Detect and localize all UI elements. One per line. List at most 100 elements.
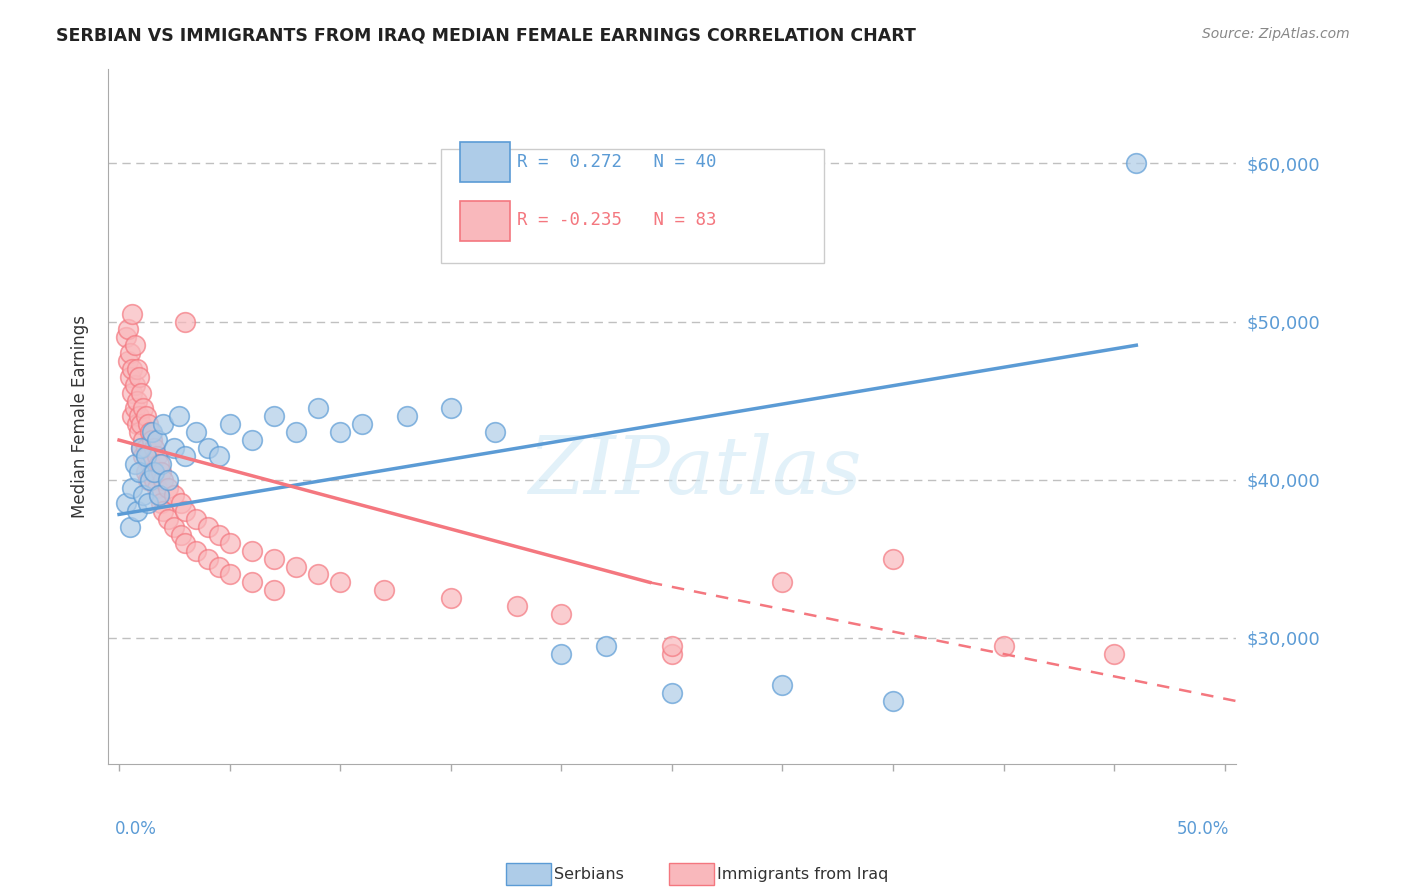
Point: [263, 583, 285, 598]
Point: [484, 425, 506, 440]
Point: [128, 369, 150, 384]
Point: [121, 409, 143, 424]
Point: [352, 417, 374, 432]
Point: [186, 512, 208, 526]
Point: [132, 449, 155, 463]
Point: [218, 417, 240, 432]
Point: [661, 647, 683, 661]
Point: [772, 678, 794, 692]
Point: [307, 567, 329, 582]
Point: [139, 457, 162, 471]
Text: Source: ZipAtlas.com: Source: ZipAtlas.com: [1202, 27, 1350, 41]
Point: [120, 369, 142, 384]
Point: [197, 551, 219, 566]
Point: [174, 504, 197, 518]
Point: [772, 575, 794, 590]
Point: [124, 338, 146, 352]
Point: [141, 425, 163, 440]
Point: [139, 425, 162, 440]
Point: [129, 441, 152, 455]
Point: [156, 481, 179, 495]
Point: [148, 457, 170, 471]
Point: [882, 551, 904, 566]
Point: [307, 401, 329, 416]
Point: [135, 409, 157, 424]
Point: [174, 314, 197, 328]
Point: [197, 520, 219, 534]
Point: [163, 520, 186, 534]
Point: [218, 536, 240, 550]
Point: [124, 457, 146, 471]
Point: [136, 417, 159, 432]
Point: [150, 465, 173, 479]
FancyBboxPatch shape: [460, 201, 509, 241]
Point: [156, 512, 179, 526]
Point: [329, 425, 352, 440]
Point: [150, 496, 173, 510]
Point: [121, 307, 143, 321]
FancyBboxPatch shape: [460, 142, 509, 182]
Point: [143, 465, 166, 479]
Point: [114, 330, 136, 344]
Point: [395, 409, 418, 424]
Point: [120, 346, 142, 360]
Point: [135, 449, 157, 463]
Text: R = -0.235   N = 83: R = -0.235 N = 83: [517, 211, 717, 229]
Point: [1125, 156, 1147, 170]
Point: [125, 393, 148, 408]
Point: [661, 686, 683, 700]
Point: [139, 473, 162, 487]
Point: [167, 409, 190, 424]
Point: [163, 441, 186, 455]
Point: [882, 694, 904, 708]
Point: [132, 433, 155, 447]
Point: [143, 473, 166, 487]
Point: [373, 583, 395, 598]
Point: [329, 575, 352, 590]
Point: [150, 457, 173, 471]
Point: [121, 362, 143, 376]
Point: [136, 496, 159, 510]
Point: [136, 473, 159, 487]
Point: [170, 496, 193, 510]
Point: [129, 417, 152, 432]
Point: [145, 433, 167, 447]
Point: [550, 607, 572, 621]
Point: [125, 504, 148, 518]
Point: [1102, 647, 1125, 661]
Point: [148, 488, 170, 502]
Point: [145, 481, 167, 495]
Point: [263, 551, 285, 566]
Point: [136, 449, 159, 463]
Point: [128, 465, 150, 479]
Text: R =  0.272   N = 40: R = 0.272 N = 40: [517, 153, 717, 171]
Point: [120, 520, 142, 534]
Point: [152, 417, 174, 432]
Point: [218, 567, 240, 582]
Point: [117, 322, 139, 336]
Point: [128, 409, 150, 424]
Point: [152, 473, 174, 487]
Point: [145, 449, 167, 463]
Point: [117, 354, 139, 368]
Text: Immigrants from Iraq: Immigrants from Iraq: [717, 867, 889, 881]
Text: 0.0%: 0.0%: [115, 820, 156, 838]
FancyBboxPatch shape: [440, 149, 824, 263]
Point: [141, 465, 163, 479]
Point: [186, 425, 208, 440]
Point: [240, 433, 263, 447]
Point: [124, 377, 146, 392]
Point: [993, 639, 1015, 653]
Point: [135, 465, 157, 479]
Point: [207, 559, 229, 574]
Point: [163, 488, 186, 502]
Text: Serbians: Serbians: [554, 867, 624, 881]
Point: [440, 401, 463, 416]
Point: [143, 441, 166, 455]
Point: [174, 449, 197, 463]
Text: ZIPatlas: ZIPatlas: [527, 434, 862, 511]
Point: [121, 385, 143, 400]
Y-axis label: Median Female Earnings: Median Female Earnings: [72, 315, 89, 518]
Point: [263, 409, 285, 424]
Point: [440, 591, 463, 606]
